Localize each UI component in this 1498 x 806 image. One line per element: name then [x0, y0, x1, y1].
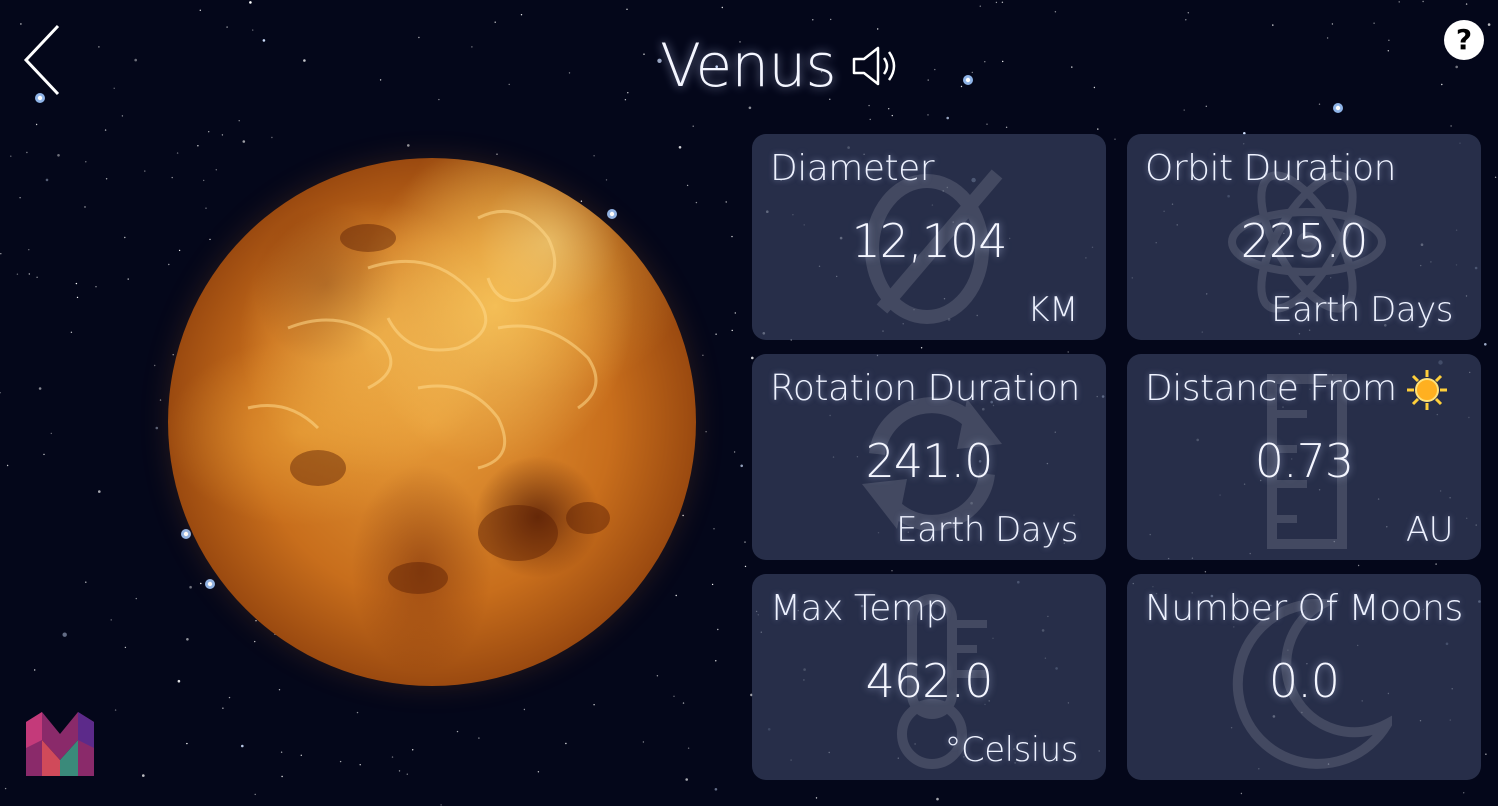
- stat-unit: Earth Days: [896, 510, 1078, 550]
- stat-card-distance-from-sun: Distance From 0.73 AU: [1127, 354, 1481, 560]
- back-button[interactable]: [18, 22, 66, 98]
- stat-unit: Earth Days: [1271, 290, 1453, 330]
- thermometer-icon: [897, 594, 987, 769]
- stat-value: 12,104: [851, 214, 1008, 268]
- sun-icon: [1406, 370, 1447, 410]
- speaker-icon[interactable]: [850, 43, 900, 89]
- stat-value: 241.0: [865, 434, 994, 488]
- stat-card-diameter: Diameter 12,104 KM: [752, 134, 1106, 340]
- page-title: Venus: [660, 31, 837, 101]
- chevron-left-icon: [23, 24, 60, 96]
- stat-label: Number Of Moons: [1145, 588, 1463, 629]
- stat-value: 0.73: [1254, 434, 1354, 488]
- stat-label: Distance From: [1145, 368, 1449, 412]
- stat-label: Max Temp: [770, 588, 948, 629]
- atom-icon: [1228, 171, 1386, 313]
- header: Venus: [660, 26, 900, 106]
- rotate-icon: [862, 397, 1002, 531]
- stat-unit: AU: [1405, 510, 1454, 550]
- stat-card-orbit-duration: Orbit Duration 225.0 Earth Days: [1127, 134, 1481, 340]
- venus-planet-image: [168, 158, 696, 686]
- help-button[interactable]: ?: [1444, 20, 1484, 60]
- stat-card-max-temp: Max Temp 462.0 °Celsius: [752, 574, 1106, 780]
- stat-value: 462.0: [865, 654, 994, 708]
- planet-surface-texture: [247, 209, 610, 594]
- stat-value: 225.0: [1240, 214, 1369, 268]
- moon-icon: [1232, 598, 1392, 769]
- stat-value: 0.0: [1268, 654, 1340, 708]
- stat-unit: KM: [1027, 290, 1078, 330]
- stat-card-rotation-duration: Rotation Duration 241.0 Earth Days: [752, 354, 1106, 560]
- stat-label: Orbit Duration: [1145, 148, 1396, 189]
- app-logo: [26, 712, 94, 776]
- stat-unit: °Celsius: [944, 730, 1078, 770]
- diameter-icon: [865, 169, 1003, 324]
- ruler-icon: [1267, 374, 1347, 549]
- stat-label: Rotation Duration: [770, 368, 1080, 409]
- stat-label-text: Distance From: [1145, 368, 1397, 409]
- stat-label: Diameter: [770, 148, 935, 189]
- stat-card-number-of-moons: Number Of Moons 0.0: [1127, 574, 1481, 780]
